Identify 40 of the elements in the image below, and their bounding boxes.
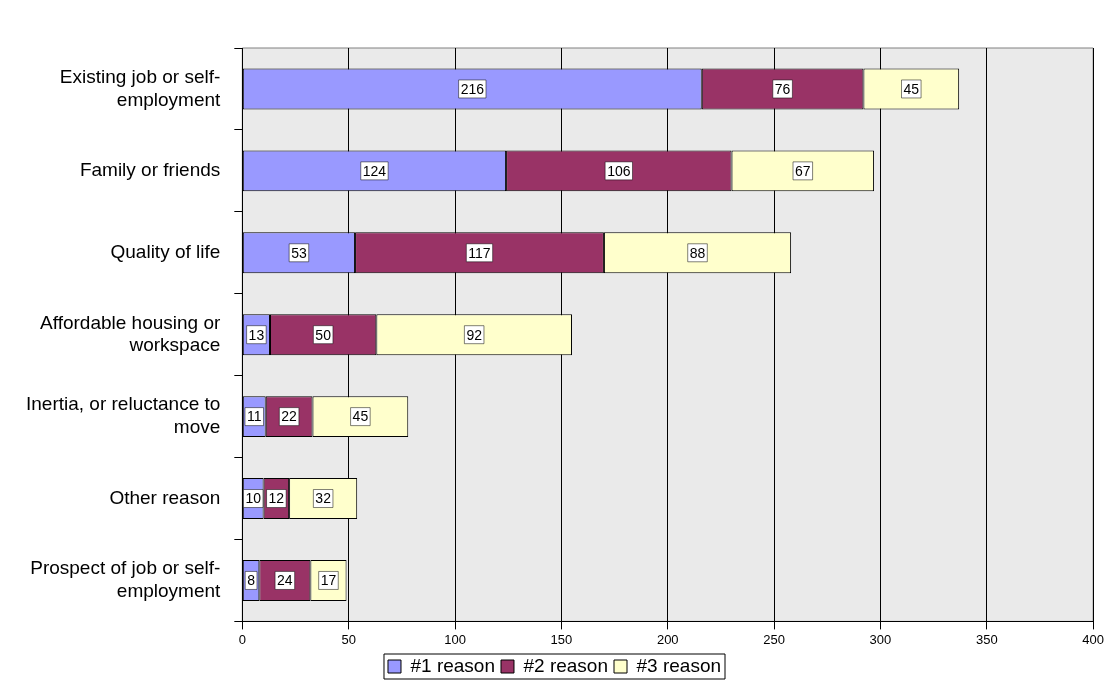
y-tick-label: Inertia, or reluctance to move [26,393,221,438]
x-tick-label: 100 [444,631,466,647]
x-tick-label: 400 [1082,631,1105,647]
data-label: 13 [248,326,265,343]
data-label: 92 [466,326,483,343]
x-tick-label: 0 [238,631,246,647]
data-label: 50 [315,326,332,343]
y-tick-label: Quality of life [110,241,221,263]
data-label: 12 [268,490,285,507]
x-tick-label: 150 [550,631,573,647]
data-label: 53 [291,244,307,261]
y-tick-label: Existing job or self-employment [59,65,222,110]
data-label: 32 [315,490,332,507]
data-label: 106 [607,162,631,179]
x-tick-label: 50 [341,631,356,647]
x-tick-label: 200 [656,631,679,647]
data-label: 17 [320,572,337,589]
data-label: 45 [352,408,369,425]
data-label: 22 [281,408,298,425]
y-tick-label: Prospect of job or self-employment [30,557,222,602]
data-label: 117 [468,244,491,261]
data-label: 8 [247,572,256,589]
data-label: 216 [460,80,485,97]
data-label: 124 [362,162,387,179]
y-tick-label: Affordable housing or workspace [40,311,221,356]
data-label: 88 [689,244,706,261]
data-label: 76 [774,80,791,97]
data-label: 11 [247,408,262,425]
legend-label: #3 reason [636,654,722,676]
legend-label: #1 reason [410,654,495,676]
data-label: 45 [903,80,920,97]
data-label: 67 [795,162,811,179]
x-tick-label: 250 [763,631,785,647]
data-label: 24 [277,572,293,589]
x-tick-label: 300 [869,631,892,647]
x-tick-label: 350 [975,631,998,647]
y-tick-label: Other reason [109,486,221,508]
legend-label: #2 reason [523,654,609,676]
data-label: 10 [245,490,262,507]
y-tick-label: Family or friends [79,159,221,181]
